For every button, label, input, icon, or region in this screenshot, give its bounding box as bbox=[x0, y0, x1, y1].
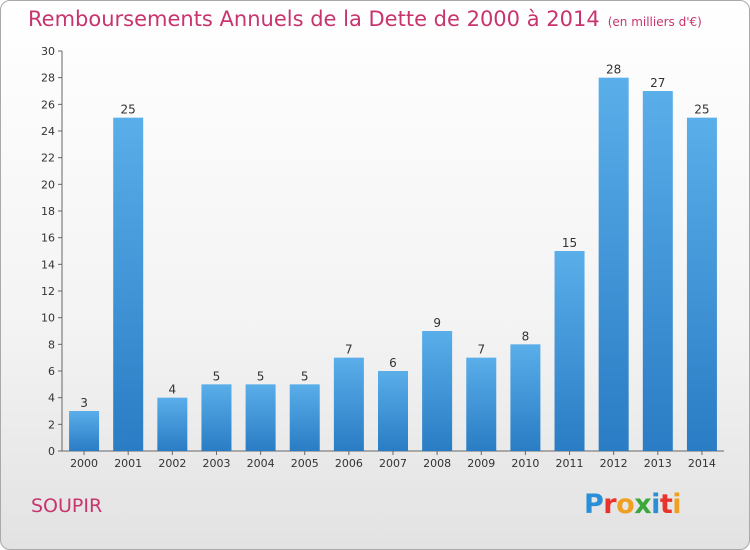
bar bbox=[554, 251, 585, 451]
x-tick-label: 2003 bbox=[202, 457, 230, 470]
y-tick-label: 26 bbox=[41, 98, 55, 111]
x-tick-label: 2011 bbox=[556, 457, 584, 470]
data-label: 28 bbox=[606, 63, 621, 77]
y-tick-label: 30 bbox=[41, 45, 55, 58]
commune-name: SOUPIR bbox=[31, 495, 103, 517]
bar bbox=[113, 117, 144, 452]
logo-letter: x bbox=[634, 489, 652, 520]
x-tick-label: 2012 bbox=[600, 457, 628, 470]
bar bbox=[598, 77, 629, 452]
y-tick-label: 14 bbox=[41, 258, 55, 271]
logo-letter: i bbox=[651, 489, 660, 520]
y-tick-label: 4 bbox=[48, 392, 55, 405]
logo-letter: t bbox=[659, 489, 673, 520]
x-tick-label: 2014 bbox=[688, 457, 716, 470]
logo-letter: r bbox=[603, 489, 617, 520]
bar bbox=[157, 397, 188, 451]
y-tick-label: 0 bbox=[48, 445, 55, 458]
x-tick-label: 2010 bbox=[511, 457, 539, 470]
bar bbox=[510, 344, 541, 451]
data-label: 5 bbox=[257, 369, 265, 383]
bar bbox=[69, 411, 100, 451]
data-label: 7 bbox=[477, 343, 485, 357]
bar bbox=[201, 384, 232, 451]
proxiti-logo[interactable]: Proxiti bbox=[584, 489, 682, 520]
chart-title-block: Remboursements Annuels de la Dette de 20… bbox=[28, 7, 702, 31]
data-label: 3 bbox=[80, 396, 88, 410]
chart-subtitle: (en milliers d'€) bbox=[607, 15, 702, 29]
x-tick-label: 2005 bbox=[291, 457, 319, 470]
data-label: 4 bbox=[169, 383, 177, 397]
y-tick-label: 24 bbox=[41, 125, 55, 138]
bar bbox=[686, 117, 717, 452]
logo-letter: i bbox=[672, 489, 682, 520]
chart-title: Remboursements Annuels de la Dette de 20… bbox=[28, 7, 600, 31]
y-tick-label: 2 bbox=[48, 418, 55, 431]
bar bbox=[333, 357, 364, 451]
y-tick-label: 8 bbox=[48, 338, 55, 351]
y-tick-label: 22 bbox=[41, 152, 55, 165]
x-tick-label: 2009 bbox=[467, 457, 495, 470]
data-label: 25 bbox=[694, 103, 709, 117]
data-label: 9 bbox=[433, 316, 441, 330]
data-label: 5 bbox=[213, 369, 221, 383]
logo-letter: o bbox=[616, 489, 635, 520]
y-tick-label: 12 bbox=[41, 285, 55, 298]
y-tick-label: 16 bbox=[41, 232, 55, 245]
x-tick-label: 2000 bbox=[70, 457, 98, 470]
bar bbox=[378, 371, 408, 451]
y-tick-label: 6 bbox=[48, 365, 55, 378]
bar bbox=[642, 91, 673, 451]
data-label: 7 bbox=[345, 343, 353, 357]
data-label: 6 bbox=[389, 356, 397, 370]
bar bbox=[245, 384, 276, 451]
y-tick-label: 20 bbox=[41, 178, 55, 191]
x-tick-label: 2006 bbox=[335, 457, 363, 470]
data-label: 27 bbox=[650, 76, 665, 90]
x-tick-label: 2007 bbox=[379, 457, 407, 470]
y-tick-label: 28 bbox=[41, 72, 55, 85]
data-label: 8 bbox=[522, 329, 530, 343]
y-tick-label: 10 bbox=[41, 312, 55, 325]
data-label: 25 bbox=[121, 103, 136, 117]
data-label: 5 bbox=[301, 369, 309, 383]
y-tick-label: 18 bbox=[41, 205, 55, 218]
data-label: 15 bbox=[562, 236, 577, 250]
data-label-layer: 3 25 4 5 5 5 7 6 9 7 8 15 28 27 25 bbox=[80, 63, 709, 410]
bar bbox=[466, 357, 497, 451]
x-tick-label: 2002 bbox=[158, 457, 186, 470]
x-tick-label: 2008 bbox=[423, 457, 451, 470]
bar-layer bbox=[69, 77, 717, 452]
bar bbox=[289, 384, 320, 451]
x-tick-label: 2004 bbox=[247, 457, 275, 470]
x-tick-label: 2013 bbox=[644, 457, 672, 470]
bar bbox=[422, 331, 453, 451]
x-tick-label: 2001 bbox=[114, 457, 142, 470]
logo-letter: P bbox=[584, 489, 604, 520]
